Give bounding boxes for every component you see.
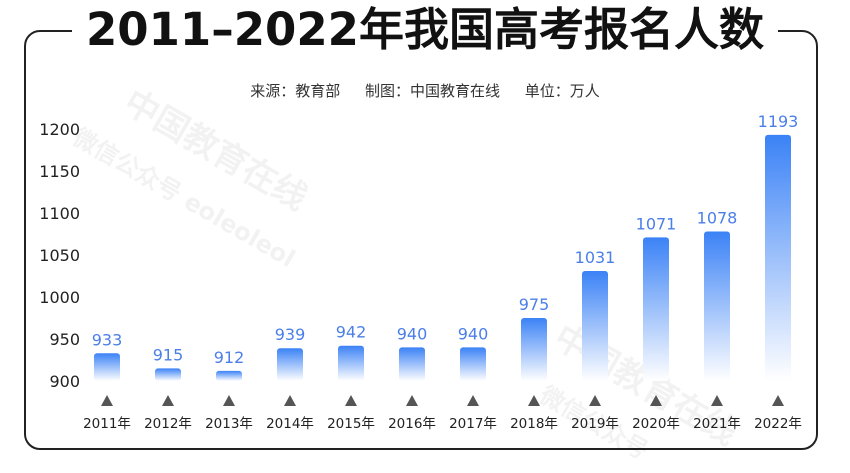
tick-marker-icon <box>650 395 662 406</box>
bar <box>704 231 730 381</box>
y-tick-label: 900 <box>49 372 80 391</box>
bars <box>94 134 791 381</box>
x-tick-label: 2016年 <box>388 416 436 432</box>
data-label: 1031 <box>575 248 616 267</box>
x-tick-label: 2017年 <box>449 416 497 432</box>
x-tick-label: 2014年 <box>266 416 314 432</box>
tick-marker-icon <box>345 395 357 406</box>
x-tick-label: 2015年 <box>327 416 375 432</box>
tick-marker-icon <box>284 395 296 406</box>
bar <box>460 347 486 381</box>
x-tick-label: 2012年 <box>144 416 192 432</box>
unit-text: 单位：万人 <box>524 82 600 100</box>
bar <box>521 318 547 381</box>
watermark-text: 中国教育在线 <box>117 82 314 219</box>
y-tick-label: 1150 <box>39 162 80 181</box>
data-label: 933 <box>92 330 123 349</box>
x-tick-label: 2019年 <box>571 416 619 432</box>
source-text: 来源：教育部 <box>250 82 341 100</box>
y-tick-label: 950 <box>49 330 80 349</box>
data-label: 942 <box>336 323 367 342</box>
x-tick-label: 2013年 <box>205 416 253 432</box>
tick-marker-icon <box>528 395 540 406</box>
data-label: 940 <box>397 324 428 343</box>
data-labels: 933 915 912 939 942 940 940 975 1031 1071 1078 1193 <box>92 112 799 367</box>
tick-marker-icon <box>589 395 601 406</box>
tick-marker-icon <box>467 395 479 406</box>
x-tick-label: 2022年 <box>754 416 802 432</box>
tick-marker-icon <box>162 395 174 406</box>
tick-marker-icon <box>223 395 235 406</box>
bar <box>399 347 425 381</box>
bar <box>643 237 669 381</box>
x-tick-label: 2018年 <box>510 416 558 432</box>
chart-meta: 来源：教育部 制图：中国教育在线 单位：万人 <box>0 80 850 101</box>
y-tick-label: 1000 <box>39 288 80 307</box>
bar <box>765 134 791 381</box>
data-label: 915 <box>153 345 184 364</box>
bar <box>155 368 181 381</box>
y-tick-label: 1050 <box>39 246 80 265</box>
data-label: 975 <box>519 295 550 314</box>
data-label: 1193 <box>758 112 799 131</box>
data-label: 912 <box>214 348 245 367</box>
x-axis: 2011年 2012年 2013年 2014年 2015年 2016年 2017年 2018年… <box>83 395 802 432</box>
title-container: 2011–2022年我国高考报名人数 <box>0 2 850 58</box>
y-tick-label: 1100 <box>39 204 80 223</box>
tick-marker-icon <box>101 395 113 406</box>
data-label: 940 <box>458 324 489 343</box>
data-label: 939 <box>275 325 306 344</box>
bar <box>94 353 120 381</box>
bar <box>582 270 608 381</box>
tick-marker-icon <box>406 395 418 406</box>
chart-title: 2011–2022年我国高考报名人数 <box>72 2 778 58</box>
bar <box>277 348 303 381</box>
x-tick-label: 2021年 <box>693 416 741 432</box>
x-tick-label: 2011年 <box>83 416 131 432</box>
tick-marker-icon <box>711 395 723 406</box>
chart-by-text: 制图：中国教育在线 <box>364 82 500 100</box>
y-axis: 900 950 1000 1050 1100 1150 1200 <box>39 120 80 391</box>
data-label: 1078 <box>697 208 738 227</box>
bar <box>338 345 364 381</box>
bar <box>216 370 242 381</box>
x-tick-label: 2020年 <box>632 416 680 432</box>
y-tick-label: 1200 <box>39 120 80 139</box>
tick-marker-icon <box>772 395 784 406</box>
data-label: 1071 <box>636 214 677 233</box>
